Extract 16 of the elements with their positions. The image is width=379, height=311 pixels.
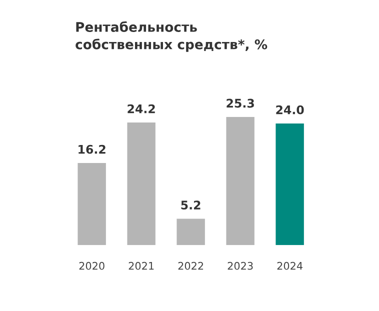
data-label: 24.0: [276, 105, 304, 114]
bar: [276, 124, 304, 246]
data-label: 16.2: [78, 144, 106, 154]
x-tick-label: 2021: [128, 262, 154, 270]
x-tick-label: 2020: [79, 262, 104, 270]
bar: [226, 116, 254, 246]
x-tick-label: 2022: [178, 262, 204, 270]
bar: [127, 122, 156, 246]
bar: [78, 163, 106, 246]
x-tick-label: 2023: [228, 262, 253, 270]
data-label: 5.2: [181, 200, 200, 210]
data-label: 25.3: [226, 98, 254, 108]
chart-title: Рентабельность собственных средств*, %: [76, 21, 268, 52]
bar: [176, 218, 205, 246]
x-tick-label: 2024: [277, 262, 302, 270]
data-label: 24.2: [128, 104, 155, 114]
